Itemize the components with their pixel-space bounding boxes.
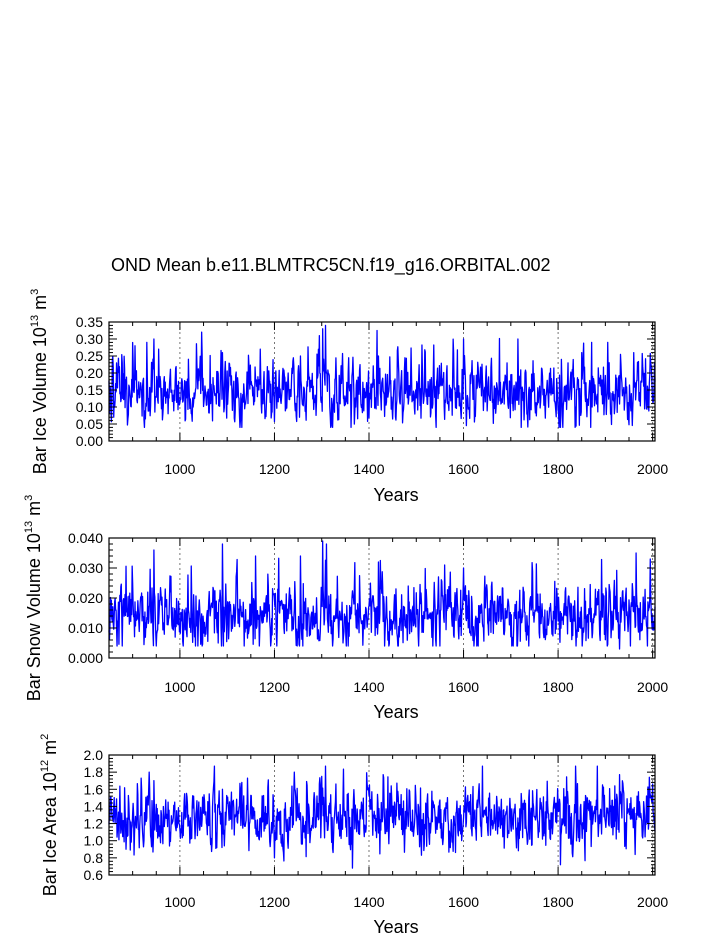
x-tick-label-1600: 1600 [448, 679, 479, 695]
x-tick-label-1200: 1200 [259, 679, 290, 695]
y-tick-label: 0.00 [76, 433, 103, 449]
y-tick-label: 2.0 [84, 747, 104, 763]
y-tick-label: 0.010 [68, 620, 103, 636]
y-tick-label: 1.2 [84, 816, 104, 832]
y-tick-label: 0.10 [76, 399, 103, 415]
y-axis-title: Bar Snow Volume 1013 m3 [23, 495, 44, 701]
x-tick-label-1000: 1000 [164, 894, 195, 910]
ice-area-panel: 1000 1200 1400 1600 1800 20000.60.81.01.21.41… [39, 734, 668, 935]
x-tick-label-1800: 1800 [543, 461, 574, 477]
x-tick-label-2000: 2000 [637, 461, 668, 477]
x-tick-label-1600: 1600 [448, 894, 479, 910]
x-tick-label-2000: 2000 [637, 679, 668, 695]
plot-frame [108, 754, 656, 876]
x-tick-label-1400: 1400 [353, 894, 384, 910]
y-tick-label: 1.8 [84, 764, 104, 780]
x-axis-title: Years [373, 485, 418, 505]
x-tick-label-1400: 1400 [353, 679, 384, 695]
x-tick-label-1800: 1800 [543, 679, 574, 695]
y-tick-label: 0.30 [76, 331, 103, 347]
x-tick-label-1000: 1000 [164, 461, 195, 477]
x-tick-label-2000: 2000 [637, 894, 668, 910]
y-axis-title: Bar Ice Volume 1013 m3 [29, 289, 50, 474]
y-tick-label: 0.05 [76, 416, 103, 432]
ice-volume-series-line [108, 324, 656, 429]
y-axis-title: Bar Ice Area 1012 m2 [39, 734, 60, 896]
y-tick-label: 0.35 [76, 314, 103, 330]
y-tick-label: 1.6 [84, 781, 104, 797]
x-tick-label-1600: 1600 [448, 461, 479, 477]
x-tick-label-1000: 1000 [164, 679, 195, 695]
snow-volume-series-line [108, 540, 656, 650]
x-tick-label-1400: 1400 [353, 461, 384, 477]
y-tick-label: 0.020 [68, 590, 103, 606]
plot-frame [108, 321, 656, 442]
x-axis-title: Years [373, 702, 418, 722]
ice-volume-panel: 1000 1200 1400 1600 1800 2000 0.000.050.100.15… [29, 289, 668, 505]
y-tick-label: 0.040 [68, 530, 103, 546]
x-tick-label-1200: 1200 [259, 461, 290, 477]
x-axis-title: Years [373, 917, 418, 935]
y-tick-label: 0.000 [68, 650, 103, 666]
y-tick-label: 0.030 [68, 560, 103, 576]
y-tick-label: 1.4 [84, 798, 104, 814]
y-tick-label: 0.25 [76, 348, 103, 364]
x-tick-label-1800: 1800 [543, 894, 574, 910]
y-tick-label: 1.0 [84, 833, 104, 849]
y-tick-label: 0.15 [76, 382, 103, 398]
ice-area-series-line [108, 765, 656, 869]
x-tick-label-1200: 1200 [259, 894, 290, 910]
y-tick-label: 0.6 [84, 867, 104, 883]
figure-title: OND Mean b.e11.BLMTRC5CN.f19_g16.ORBITAL… [111, 255, 551, 276]
y-tick-label: 0.20 [76, 365, 103, 381]
y-tick-label: 0.8 [84, 850, 104, 866]
snow-volume-panel: 1000 1200 1400 1600 1800 2000 0.000 0.010 0.020 0… [23, 495, 668, 722]
